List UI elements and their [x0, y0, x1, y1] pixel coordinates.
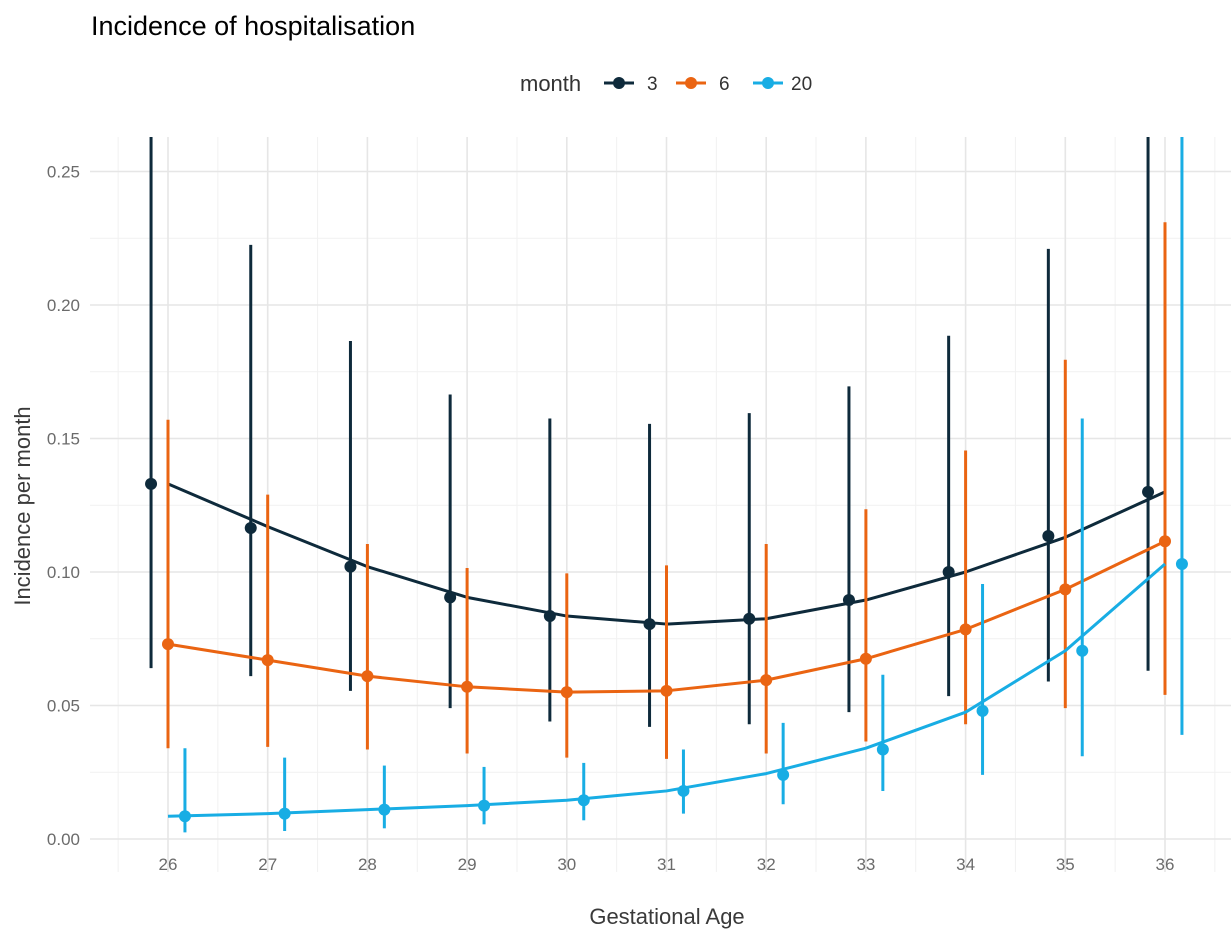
x-tick-label: 32 — [757, 855, 776, 874]
data-point — [361, 670, 374, 683]
data-point — [643, 618, 656, 631]
data-point — [244, 521, 257, 534]
x-tick-label: 34 — [956, 855, 975, 874]
data-point — [859, 652, 872, 665]
legend-item-6: 6 — [676, 74, 730, 95]
data-point — [1059, 583, 1072, 596]
data-point — [876, 743, 889, 756]
data-point — [378, 803, 391, 816]
x-tick-label: 36 — [1156, 855, 1175, 874]
x-tick-label: 29 — [458, 855, 477, 874]
x-tick-label: 27 — [258, 855, 277, 874]
y-tick-label: 0.25 — [47, 163, 80, 182]
data-point — [942, 566, 955, 578]
grid-minor — [90, 137, 1231, 872]
data-point — [178, 810, 191, 823]
data-point — [278, 807, 291, 820]
data-point — [660, 684, 673, 697]
data-point — [344, 560, 357, 573]
series-line-20 — [167, 562, 1166, 818]
y-tick-label: 0.05 — [47, 697, 80, 716]
legend-key-point — [613, 77, 625, 89]
y-axis-ticks: 0.00 0.05 0.10 0.15 0.20 0.25 — [47, 163, 80, 850]
data-point — [145, 477, 158, 490]
data-point — [1175, 557, 1188, 570]
x-axis-ticks: 26 27 28 29 30 31 32 33 34 35 36 — [159, 855, 1175, 874]
data-point — [461, 680, 474, 693]
data-point — [577, 794, 590, 807]
x-tick-label: 26 — [159, 855, 178, 874]
chart-title: Incidence of hospitalisation — [91, 11, 415, 41]
series-6 — [162, 222, 1171, 759]
data-point — [1042, 529, 1055, 542]
data-point — [261, 654, 274, 667]
data-point — [560, 686, 573, 699]
series-3 — [145, 137, 1166, 727]
y-tick-label: 0.15 — [47, 430, 80, 449]
x-tick-label: 33 — [856, 855, 875, 874]
legend-key-point — [762, 77, 774, 89]
legend-label: 3 — [647, 74, 658, 95]
legend-title: month — [520, 71, 581, 96]
legend-item-20: 20 — [753, 74, 812, 95]
data-point — [760, 674, 773, 687]
x-tick-label: 35 — [1056, 855, 1075, 874]
grid-major — [90, 137, 1231, 872]
data-point — [162, 638, 174, 651]
y-axis-title: Incidence per month — [10, 406, 35, 605]
x-axis-title: Gestational Age — [589, 904, 744, 929]
data-point — [444, 591, 457, 604]
data-point — [543, 610, 556, 623]
x-tick-label: 28 — [358, 855, 377, 874]
legend-label: 20 — [791, 74, 812, 95]
legend-item-3: 3 — [604, 74, 658, 95]
data-point — [959, 623, 972, 636]
data-point — [677, 784, 690, 797]
y-tick-label: 0.10 — [47, 563, 80, 582]
data-point — [1159, 535, 1171, 548]
legend: month 3 6 20 — [520, 71, 812, 96]
data-point — [976, 704, 989, 717]
legend-key-point — [685, 77, 697, 89]
series-20 — [167, 137, 1188, 833]
y-tick-label: 0.00 — [47, 830, 80, 849]
y-tick-label: 0.20 — [47, 296, 80, 315]
x-tick-label: 31 — [657, 855, 676, 874]
data-point — [1142, 485, 1155, 498]
data-point — [842, 594, 855, 607]
data-point — [777, 768, 790, 781]
series-layer — [145, 137, 1188, 833]
data-point — [743, 612, 756, 625]
data-point — [1076, 644, 1089, 657]
x-tick-label: 30 — [557, 855, 576, 874]
data-point — [478, 799, 491, 812]
legend-label: 6 — [719, 74, 730, 95]
